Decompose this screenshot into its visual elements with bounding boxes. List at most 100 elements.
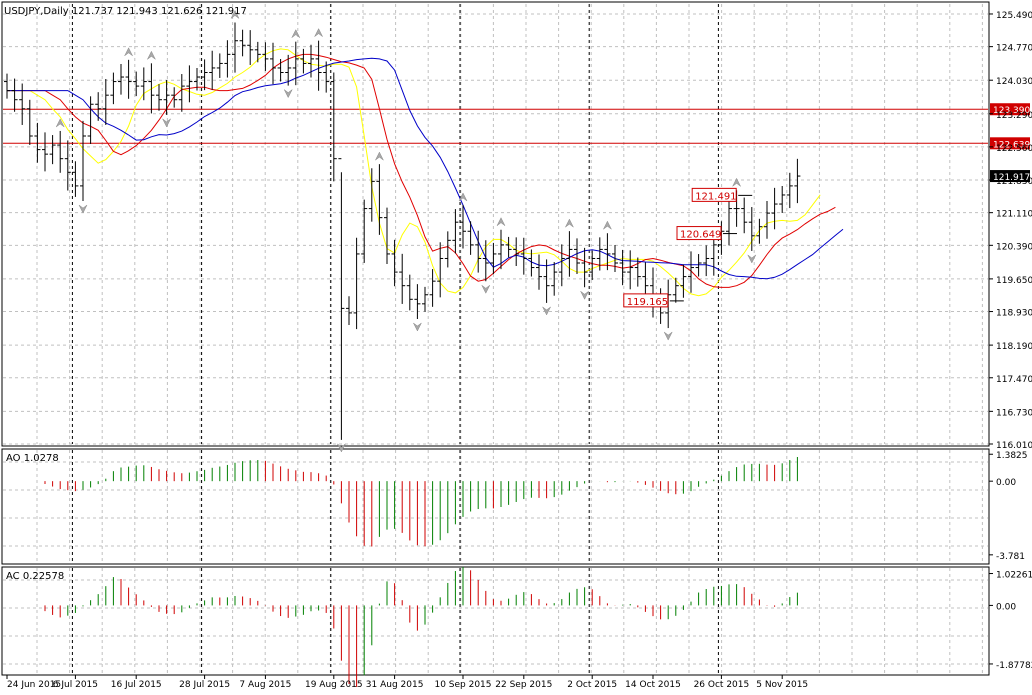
y-tick-label: 120.390 — [996, 242, 1032, 252]
ohlc-bar — [140, 67, 147, 101]
ohlc-bar — [95, 92, 102, 121]
annotation-label: 121.491 — [695, 191, 736, 202]
ohlc-bar — [376, 164, 383, 235]
ohlc-bar — [558, 244, 565, 287]
x-tick-label: 7 Aug 2015 — [239, 680, 291, 690]
annotation-label: 120.649 — [680, 230, 721, 241]
annotation-box — [676, 226, 722, 241]
ohlc-bar — [201, 59, 208, 91]
hline-price-box — [990, 137, 1030, 150]
ohlc-bar — [368, 168, 375, 222]
horizontal-lines[interactable]: 123.390 122.639 — [3, 103, 1030, 150]
ohlc-bar — [178, 74, 185, 112]
ac-tick-label: 1.02261 — [996, 571, 1032, 581]
fractal-up-arrow — [458, 192, 468, 202]
ohlc-bar — [57, 130, 64, 173]
ohlc-bar — [26, 99, 33, 145]
ohlc-bar — [216, 53, 223, 78]
ohlc-bar — [619, 249, 626, 286]
ohlc-bar — [125, 59, 132, 99]
x-tick-label: 5 Nov 2015 — [756, 680, 808, 690]
x-tick-label: 14 Oct 2015 — [625, 680, 681, 690]
ohlc-bar — [695, 254, 702, 277]
fractal-up-arrow — [230, 9, 240, 19]
price-bars — [4, 22, 801, 440]
ohlc-bar — [589, 250, 596, 281]
ohlc-bar — [110, 72, 117, 105]
fractal-down-arrow — [413, 322, 422, 332]
ohlc-bar — [680, 264, 687, 298]
fractal-up-arrow — [147, 50, 156, 60]
ohlc-bar — [467, 221, 474, 255]
ohlc-bar — [437, 242, 444, 298]
ohlc-bar — [460, 204, 466, 249]
hline-price-label: 123.390 — [993, 106, 1030, 116]
x-tick-label: 16 Jul 2015 — [111, 680, 162, 690]
ohlc-bar — [64, 140, 71, 191]
ohlc-bar — [574, 238, 580, 275]
ohlc-bar — [42, 132, 48, 172]
ma-mid-line — [7, 53, 836, 288]
ohlc-bar — [262, 42, 269, 71]
y-tick-label: 124.770 — [996, 44, 1032, 54]
ohlc-bar — [422, 286, 428, 312]
ohlc-bar — [688, 251, 694, 293]
ohlc-bar — [346, 296, 352, 325]
x-tick-label: 22 Sep 2015 — [495, 680, 552, 690]
y-tick-label: 119.650 — [996, 276, 1032, 286]
fractal-up-arrow — [375, 151, 384, 161]
y-tick-label: 118.930 — [996, 309, 1032, 319]
ohlc-bar — [133, 71, 140, 97]
ohlc-bar — [536, 254, 542, 290]
ohlc-bar — [361, 199, 368, 263]
annotation-label: 119.165 — [627, 297, 668, 308]
ohlc-bar — [247, 30, 254, 65]
y-tick-label: 116.730 — [996, 408, 1032, 418]
ohlc-bar — [604, 233, 611, 271]
y-tick-label: 123.290 — [996, 111, 1032, 121]
ohlc-bar — [118, 63, 124, 95]
ao-histogram — [44, 456, 798, 547]
x-tick-label: 26 Oct 2015 — [694, 680, 750, 690]
ohlc-bar — [80, 120, 86, 202]
ohlc-bar — [330, 72, 337, 182]
ohlc-bar — [102, 78, 109, 125]
y-tick-label: 118.190 — [996, 342, 1032, 352]
ohlc-bar — [528, 249, 535, 277]
annotation-box — [623, 293, 669, 308]
ohlc-bar — [627, 250, 634, 290]
fractal-up-arrow — [565, 218, 574, 228]
ohlc-bar — [171, 87, 178, 108]
ohlc-bar — [308, 44, 314, 78]
ohlc-bar — [771, 187, 778, 230]
fractal-up-arrow — [496, 217, 506, 226]
ohlc-bar — [391, 239, 398, 287]
ohlc-bar — [163, 80, 170, 115]
fractal-up-arrow — [291, 29, 301, 38]
ohlc-bar — [786, 172, 793, 209]
ohlc-bar — [779, 186, 786, 214]
ohlc-bar — [452, 209, 459, 254]
ohlc-bar — [634, 257, 641, 287]
fractal-down-arrow — [580, 291, 589, 300]
fractal-down-arrow — [663, 331, 673, 341]
x-tick-label: 6 Jul 2015 — [53, 680, 98, 690]
x-tick-label: 24 Jun 2015 — [7, 680, 61, 690]
ao-panel-frame — [1, 448, 990, 565]
ohlc-bar — [209, 50, 216, 90]
ohlc-bar — [285, 54, 292, 86]
hline-price-label: 122.639 — [993, 140, 1030, 150]
ohlc-bar — [513, 237, 520, 266]
ohlc-bar — [406, 274, 413, 311]
ao-tick-label: 1.3825 — [996, 451, 1028, 461]
ohlc-bar — [756, 218, 763, 244]
ohlc-bar — [726, 194, 732, 246]
ohlc-bar — [741, 197, 748, 234]
fractal-down-arrow — [542, 306, 551, 316]
fractals — [55, 9, 757, 453]
ao-tick-label: -3.781 — [996, 552, 1025, 562]
ohlc-bar — [315, 40, 322, 91]
price-annotations: 121.491 120.649 119.165 — [623, 187, 753, 308]
